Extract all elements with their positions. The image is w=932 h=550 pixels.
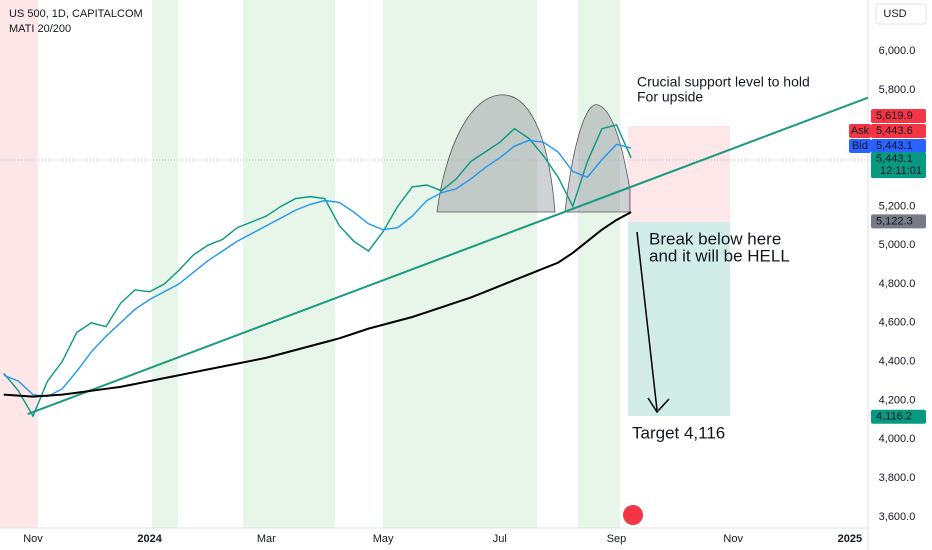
series-line: [3, 139, 632, 398]
trade-zones: [628, 126, 730, 416]
price-timer: 12:11:01: [880, 165, 922, 177]
currency-box[interactable]: [875, 3, 927, 25]
price-label-box: [871, 109, 926, 123]
y-tick-label: 4,000.0: [879, 433, 916, 445]
price-tag-box: [849, 139, 871, 153]
price-label: 5,443.6: [876, 125, 913, 137]
y-tick-label: 4,800.0: [879, 278, 916, 290]
series-line: [3, 123, 632, 418]
annotation: For upside: [637, 89, 703, 105]
price-label-box: [871, 152, 926, 179]
annotation: Crucial support level to hold: [637, 74, 810, 90]
y-tick-label: 3,600.0: [879, 511, 916, 523]
y-tick-label: 5,000.0: [879, 239, 916, 251]
x-tick-label: Nov: [23, 533, 43, 545]
shoulder-shape: [564, 104, 631, 213]
y-tick-label: 4,600.0: [879, 317, 916, 329]
price-label-box: [871, 124, 926, 138]
price-label-box: [871, 139, 926, 153]
session-bands: [0, 0, 620, 528]
y-tick-label: 3,800.0: [879, 472, 916, 484]
y-tick-label: 5,800.0: [879, 84, 916, 96]
arrow: [636, 231, 658, 411]
event-icon[interactable]: [623, 505, 643, 525]
x-tick-label: Sep: [607, 533, 627, 545]
x-tick-label: Nov: [723, 533, 743, 545]
x-tick-label: 2024: [137, 533, 162, 545]
arrow-head: [647, 397, 670, 414]
price-label: 5,122.3: [876, 215, 913, 227]
price-label: 5,619.9: [876, 110, 913, 122]
x-tick-label: May: [373, 533, 394, 545]
price-label: 5,443.1: [876, 153, 913, 165]
price-label: 4,116.2: [876, 411, 912, 423]
price-label-box: [871, 409, 926, 424]
annotation: Target 4,116: [632, 423, 725, 442]
currency[interactable]: USD: [883, 8, 906, 20]
price-tag: Bid: [852, 140, 868, 152]
price-tag: Ask: [851, 125, 870, 137]
price-label: 5,443.1: [876, 140, 913, 152]
trendline: [27, 96, 869, 415]
y-tick-label: 4,200.0: [879, 394, 916, 406]
x-tick-label: Jul: [493, 533, 507, 545]
series-line: [3, 211, 632, 398]
annotation: Break below here: [649, 229, 781, 248]
indicator-name: MATI 20/200: [9, 23, 71, 35]
annotation: and it will be HELL: [649, 246, 790, 265]
chart-title: US 500, 1D, CAPITALCOM: [9, 8, 143, 20]
x-tick-label: 2025: [838, 533, 862, 545]
y-tick-label: 6,000.0: [879, 45, 916, 57]
y-tick-label: 4,400.0: [879, 356, 916, 368]
x-tick-label: Mar: [257, 533, 276, 545]
price-label-box: [871, 214, 926, 229]
price-tag-box: [849, 124, 871, 138]
y-tick-label: 5,200.0: [879, 200, 916, 212]
